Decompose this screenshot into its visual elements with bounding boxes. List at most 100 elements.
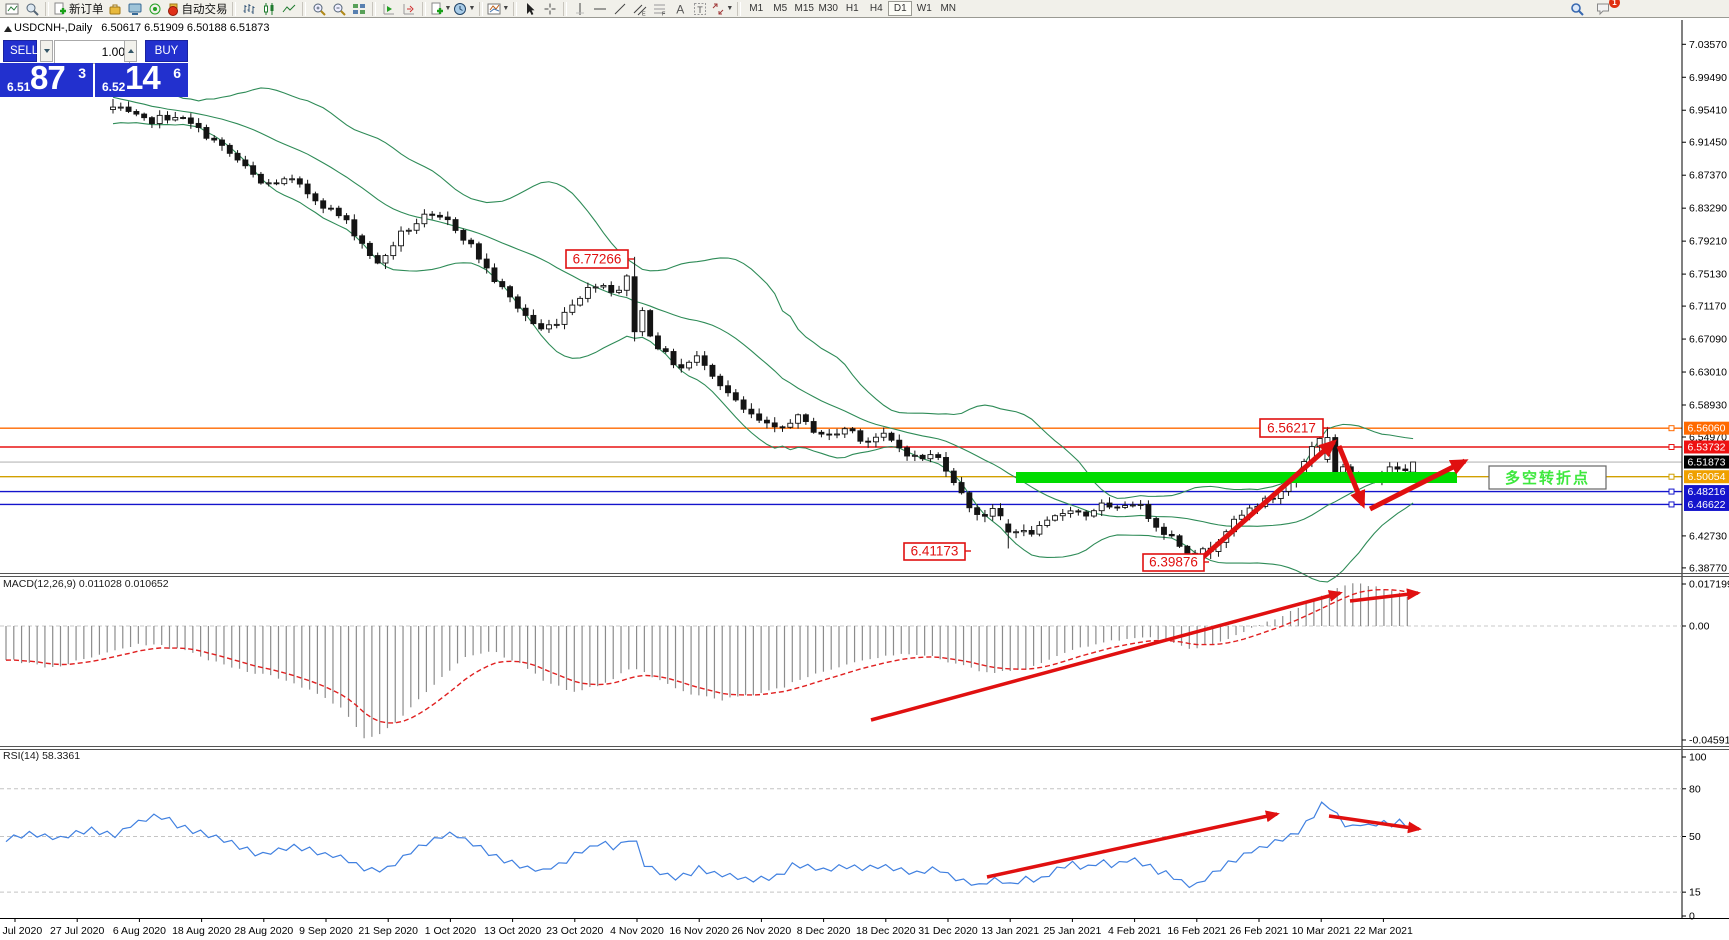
turning-point-label[interactable]: 多空转折点 xyxy=(1488,465,1607,490)
svg-text:6.46622: 6.46622 xyxy=(1688,499,1726,511)
toolbar-button-fibonacci[interactable]: F xyxy=(650,1,670,17)
trendline-icon xyxy=(614,3,626,14)
svg-text:22 Mar 2021: 22 Mar 2021 xyxy=(1354,925,1413,937)
search-button[interactable] xyxy=(1567,1,1587,17)
volume-decrease-button[interactable] xyxy=(40,40,53,62)
toolbar-button-periods[interactable]: ▼ xyxy=(452,1,476,17)
timeframe-button-H1[interactable]: H1 xyxy=(840,1,864,16)
toolbar-button-new-chart[interactable] xyxy=(2,1,22,17)
timeframe-button-M5[interactable]: M5 xyxy=(768,1,792,16)
timeframe-button-W1[interactable]: W1 xyxy=(912,1,936,16)
buy-button[interactable]: BUY xyxy=(145,40,188,62)
toolbar-button-templates[interactable]: ▼ xyxy=(486,1,510,17)
svg-text:F: F xyxy=(662,11,666,16)
svg-text:6.71170: 6.71170 xyxy=(1689,301,1726,313)
rsi-trend-arrow[interactable] xyxy=(1328,814,1422,834)
timeframe-button-M1[interactable]: M1 xyxy=(744,1,768,16)
line-endpoint-handle[interactable] xyxy=(1668,501,1675,508)
toolbar-button-line-chart[interactable] xyxy=(279,1,299,17)
line-endpoint-handle[interactable] xyxy=(1668,444,1675,451)
toolbar-separator xyxy=(45,1,49,16)
toolbar-button-shapes[interactable]: ▼ xyxy=(710,1,734,17)
timeframe-button-H4[interactable]: H4 xyxy=(864,1,888,16)
svg-text:6.51873: 6.51873 xyxy=(1688,457,1726,469)
timeframe-button-D1[interactable]: D1 xyxy=(888,1,913,16)
timeframe-button-M15[interactable]: M15 xyxy=(792,1,816,16)
svg-text:50: 50 xyxy=(1689,831,1701,843)
toolbar-button-terminal[interactable] xyxy=(125,1,145,17)
rsi-trend-arrow[interactable] xyxy=(986,810,1280,879)
svg-text:23 Oct 2020: 23 Oct 2020 xyxy=(546,925,603,937)
macd-trend-arrow[interactable] xyxy=(870,590,1343,722)
toolbar-button-autotrade[interactable]: 自动交易 xyxy=(165,1,229,17)
toolbar-button-chart-shift[interactable] xyxy=(399,1,419,17)
svg-text:0: 0 xyxy=(1689,911,1695,923)
support-zone-band[interactable] xyxy=(1016,472,1457,483)
toolbar-button-tile-windows[interactable] xyxy=(349,1,369,17)
channel-icon: E xyxy=(633,4,647,16)
toolbar-button-bars-chart[interactable] xyxy=(239,1,259,17)
line-endpoint-handle[interactable] xyxy=(1668,488,1675,495)
toolbar-separator xyxy=(371,1,376,16)
zoom-in-icon xyxy=(313,3,326,16)
toolbar-button-channel[interactable]: E xyxy=(630,1,650,17)
line-endpoint-handle[interactable] xyxy=(1668,425,1675,432)
toolbar-button-auto-scroll[interactable] xyxy=(379,1,399,17)
toolbar-button-vertical-line[interactable] xyxy=(570,1,590,17)
svg-text:4 Feb 2021: 4 Feb 2021 xyxy=(1108,925,1161,937)
svg-text:6.79210: 6.79210 xyxy=(1689,236,1727,248)
timeframe-button-MN[interactable]: MN xyxy=(936,1,960,16)
notifications-button[interactable]: 1 xyxy=(1593,0,1620,17)
toolbar-button-horizontal-line[interactable] xyxy=(590,1,610,17)
line-endpoint-handle[interactable] xyxy=(1668,473,1675,480)
shapes-icon xyxy=(712,3,724,14)
svg-text:6.56217: 6.56217 xyxy=(1267,421,1316,436)
toolbar-button-candles-chart[interactable] xyxy=(259,1,279,17)
svg-text:A: A xyxy=(677,2,685,16)
chevron-down-icon: ▼ xyxy=(726,5,734,12)
toolbar-button-zoom-out[interactable] xyxy=(329,1,349,17)
bid-price-small: 6.51 xyxy=(7,80,31,94)
volume-input[interactable] xyxy=(54,40,130,64)
toolbar-button-profiles[interactable] xyxy=(22,1,42,17)
collapse-one-click-icon[interactable] xyxy=(4,26,12,32)
svg-text:6.75130: 6.75130 xyxy=(1689,269,1727,281)
candlestick-series xyxy=(110,99,1417,560)
svg-text:100: 100 xyxy=(1689,752,1707,764)
svg-text:18 Aug 2020: 18 Aug 2020 xyxy=(172,925,231,937)
ask-quote[interactable]: 6.52 14 6 xyxy=(95,59,188,97)
toolbar-button-trendline[interactable] xyxy=(610,1,630,17)
tile-windows-icon xyxy=(352,3,365,14)
rsi-pane: 100 80 50 15 0 xyxy=(0,752,1707,923)
toolbar-separator xyxy=(737,1,742,16)
toolbar-button-signals[interactable] xyxy=(145,1,165,17)
toolbar-button-label[interactable]: T xyxy=(690,1,710,17)
price-annotations[interactable]: 6.77266 6.41173 6.39876 6.56217 xyxy=(565,249,1330,572)
toolbar: 新订单 自动交易 ▼ ▼ ▼ E F A T ▼ M1 M5 M15 M30 H1 H4 D1 W1 MN 1 xyxy=(0,0,1729,18)
svg-text:8 Dec 2020: 8 Dec 2020 xyxy=(797,925,851,937)
volume-increase-button[interactable] xyxy=(124,40,137,62)
chevron-down-icon: ▼ xyxy=(444,5,452,12)
toolbar-button-toolbox[interactable] xyxy=(105,1,125,17)
vertical-line-icon xyxy=(576,2,585,15)
chart-ohlc-values: 6.50617 6.51909 6.50188 6.51873 xyxy=(101,22,270,34)
trend-arrows[interactable] xyxy=(1200,439,1469,560)
bid-quote[interactable]: 6.51 87 3 xyxy=(0,59,93,97)
toolbar-button-crosshair[interactable] xyxy=(540,1,560,17)
macd-trend-arrow[interactable] xyxy=(1349,588,1421,603)
toolbar-button-zoom-in[interactable] xyxy=(309,1,329,17)
periods-icon xyxy=(454,2,467,15)
toolbar-button-text[interactable]: A xyxy=(670,1,690,17)
bid-price-big: 87 xyxy=(30,59,66,96)
toolbar-button-new-order[interactable]: 新订单 xyxy=(52,1,105,17)
cursor-icon xyxy=(527,2,535,15)
timeframe-button-M30[interactable]: M30 xyxy=(816,1,840,16)
sell-button[interactable]: SELL xyxy=(3,40,38,62)
chart-title: USDCNH-,Daily 6.50617 6.51909 6.50188 6.… xyxy=(14,22,270,34)
triangle-up-icon xyxy=(127,49,134,53)
svg-text:0.00: 0.00 xyxy=(1689,621,1710,633)
toolbar-button-indicators[interactable]: ▼ xyxy=(429,1,453,17)
svg-text:13 Oct 2020: 13 Oct 2020 xyxy=(484,925,541,937)
toolbar-button-cursor[interactable] xyxy=(520,1,540,17)
